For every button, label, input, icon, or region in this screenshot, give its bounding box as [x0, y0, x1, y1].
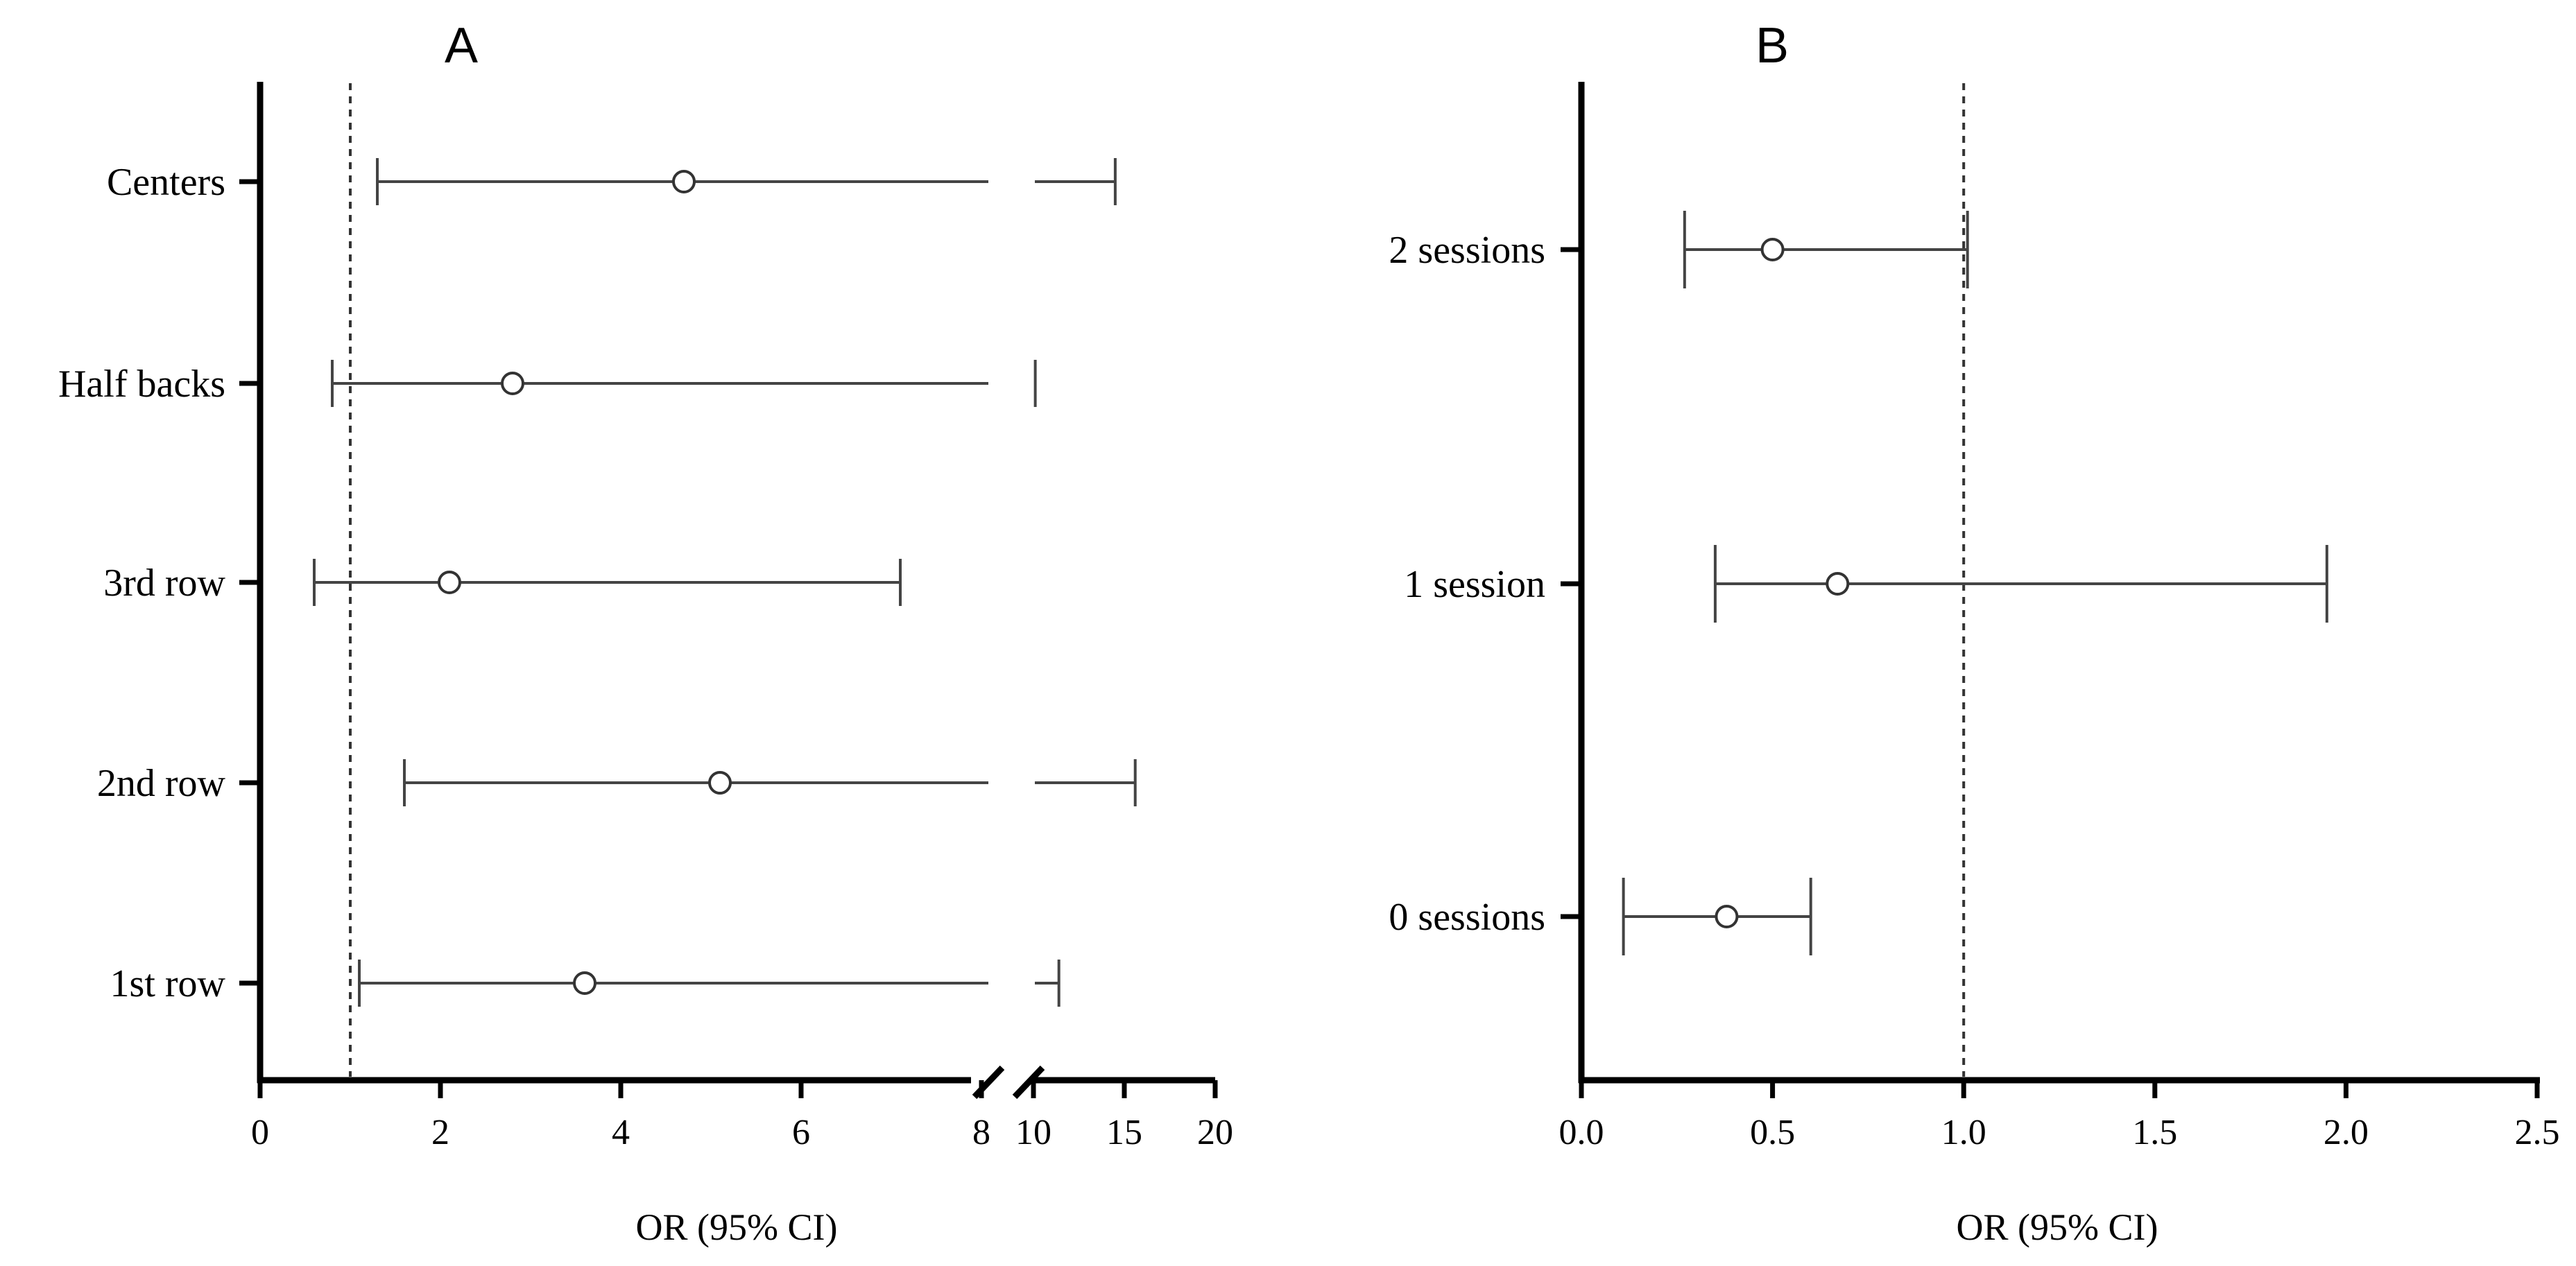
panel-a-x-tick-label: 2	[431, 1113, 449, 1152]
panel-a-x-tick-label: 15	[1106, 1113, 1142, 1152]
panel-b-x-axis-label: OR (95% CI)	[1957, 1206, 2158, 1248]
panel-a-x-tick-label: 10	[1015, 1113, 1051, 1152]
panel-b-point-estimate	[1826, 572, 1850, 596]
panel-b-x-tick-label: 1.5	[2132, 1113, 2177, 1152]
panel-b-point-estimate	[1715, 905, 1739, 928]
panel-b-point-estimate	[1760, 238, 1785, 261]
panel-a-point-estimate	[573, 971, 596, 995]
panel-a: A 0 2 4 6 8 10 15 20 OR (95% CI) Centers Half backs…	[58, 18, 1233, 1248]
panel-b-row-label: 1 session	[1404, 563, 1545, 606]
panel-a-point-estimate	[672, 170, 696, 193]
panel-b-x-tick-label: 2.5	[2515, 1113, 2560, 1152]
panel-a-title: A	[445, 18, 478, 73]
panel-a-row-label: 1st row	[110, 962, 226, 1005]
panel-b-x-tick-label: 2.0	[2324, 1113, 2369, 1152]
panel-a-x-tick-label: 4	[612, 1113, 630, 1152]
panel-a-x-tick-label: 8	[972, 1113, 990, 1152]
panel-b-x-tick-label: 0.5	[1750, 1113, 1795, 1152]
panel-a-x-axis-label: OR (95% CI)	[636, 1206, 838, 1248]
panel-a-point-estimate	[708, 771, 732, 795]
panel-a-axis-break-mark	[972, 1065, 1005, 1100]
panel-a-point-estimate	[501, 372, 524, 395]
panel-a-x-tick-label: 6	[792, 1113, 810, 1152]
panel-a-row-label: Centers	[107, 161, 225, 204]
panel-a-row-label: 3rd row	[103, 562, 225, 605]
panel-a-point-estimate	[438, 571, 461, 594]
panel-b-row-label: 2 sessions	[1389, 229, 1545, 272]
panel-a-x-tick-label: 0	[251, 1113, 269, 1152]
panel-b-title: B	[1755, 18, 1789, 73]
panel-b-x-tick-label: 0.0	[1559, 1113, 1604, 1152]
panel-a-x-tick-label: 20	[1197, 1113, 1233, 1152]
panel-a-row-label: 2nd row	[97, 762, 226, 805]
panel-b-x-tick-label: 1.0	[1941, 1113, 1986, 1152]
panel-a-axis-break-mark	[1012, 1065, 1045, 1100]
panel-a-row-label: Half backs	[58, 363, 225, 406]
panel-b: B 0.0 0.5 1.0 1.5 2.0 2.5 OR (95% CI) 2 sessions…	[1389, 18, 2559, 1248]
panel-b-row-label: 0 sessions	[1389, 896, 1545, 939]
